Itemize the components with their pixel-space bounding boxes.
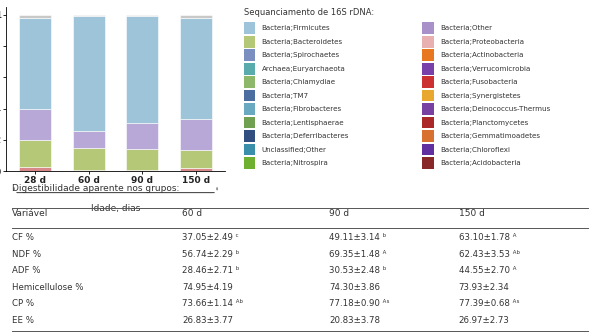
Text: Bacteria;Spirochaetes: Bacteria;Spirochaetes xyxy=(262,52,340,58)
Text: Bacteria;Bacteroidetes: Bacteria;Bacteroidetes xyxy=(262,39,343,45)
Bar xyxy=(244,130,255,142)
Text: 56.74±2.29 ᵇ: 56.74±2.29 ᵇ xyxy=(182,250,239,258)
Text: 63.10±1.78 ᴬ: 63.10±1.78 ᴬ xyxy=(459,233,516,242)
Bar xyxy=(19,109,52,140)
Text: 74.95±4.19: 74.95±4.19 xyxy=(182,283,233,292)
Text: EE %: EE % xyxy=(12,316,34,325)
Bar xyxy=(422,62,434,75)
Text: Bacteria;Fusobacteria: Bacteria;Fusobacteria xyxy=(440,79,518,85)
Text: Bacteria;Gemmatimoadetes: Bacteria;Gemmatimoadetes xyxy=(440,133,541,139)
Bar xyxy=(244,22,255,34)
Text: 20.83±3.78: 20.83±3.78 xyxy=(329,316,380,325)
Text: Bacteria;Acidobacteria: Bacteria;Acidobacteria xyxy=(440,160,521,166)
Bar xyxy=(73,14,105,16)
Text: 74.30±3.86: 74.30±3.86 xyxy=(329,283,380,292)
Text: Archaea;Euryarchaeota: Archaea;Euryarchaeota xyxy=(262,66,346,72)
Bar xyxy=(126,14,158,16)
Bar xyxy=(126,123,158,149)
Bar xyxy=(244,36,255,47)
Bar xyxy=(422,157,434,169)
Text: CP %: CP % xyxy=(12,299,34,308)
Text: 90 d: 90 d xyxy=(329,209,350,218)
Bar xyxy=(73,170,105,171)
Text: 77.39±0.68 ᴬˢ: 77.39±0.68 ᴬˢ xyxy=(459,299,520,308)
Text: Bacteria;Actinobacteria: Bacteria;Actinobacteria xyxy=(440,52,524,58)
Bar xyxy=(126,170,158,171)
Bar xyxy=(244,143,255,156)
Text: Bacteria;Other: Bacteria;Other xyxy=(440,25,493,31)
Bar xyxy=(19,18,52,109)
Text: Variável: Variável xyxy=(12,209,48,218)
Text: Bacteria;TM7: Bacteria;TM7 xyxy=(262,92,309,98)
Text: 62.43±3.53 ᴬᵇ: 62.43±3.53 ᴬᵇ xyxy=(459,250,520,258)
Bar xyxy=(422,117,434,128)
Text: CF %: CF % xyxy=(12,233,34,242)
Bar xyxy=(244,117,255,128)
Bar xyxy=(73,16,105,131)
Bar xyxy=(422,22,434,34)
Text: Bacteria;Fibrobacteres: Bacteria;Fibrobacteres xyxy=(262,106,342,112)
Text: 44.55±2.70 ᴬ: 44.55±2.70 ᴬ xyxy=(459,266,516,275)
Bar xyxy=(179,18,212,119)
Bar xyxy=(422,143,434,156)
Text: 30.53±2.48 ᵇ: 30.53±2.48 ᵇ xyxy=(329,266,387,275)
Text: 77.18±0.90 ᴬˢ: 77.18±0.90 ᴬˢ xyxy=(329,299,390,308)
Bar xyxy=(244,49,255,61)
Text: 26.83±3.77: 26.83±3.77 xyxy=(182,316,233,325)
Bar xyxy=(19,167,52,171)
Text: Idade, dias: Idade, dias xyxy=(91,204,140,213)
Bar xyxy=(19,140,52,167)
Text: 26.97±2.73: 26.97±2.73 xyxy=(459,316,509,325)
Text: Bacteria;Planctomycetes: Bacteria;Planctomycetes xyxy=(440,120,529,126)
Bar xyxy=(244,103,255,115)
Bar xyxy=(422,103,434,115)
Text: 49.11±3.14 ᵇ: 49.11±3.14 ᵇ xyxy=(329,233,386,242)
Text: Bacteria;Deinococcus-Thermus: Bacteria;Deinococcus-Thermus xyxy=(440,106,551,112)
Bar xyxy=(73,148,105,170)
Text: Bacteria;Synergistetes: Bacteria;Synergistetes xyxy=(440,92,521,98)
Text: 73.66±1.14 ᴬᵇ: 73.66±1.14 ᴬᵇ xyxy=(182,299,244,308)
Text: NDF %: NDF % xyxy=(12,250,41,258)
Bar xyxy=(244,90,255,101)
Text: Bacteria;Nitrospira: Bacteria;Nitrospira xyxy=(262,160,328,166)
Text: Bacteria;Deferribacteres: Bacteria;Deferribacteres xyxy=(262,133,349,139)
Text: Bacteria;Lentisphaerae: Bacteria;Lentisphaerae xyxy=(262,120,344,126)
Text: ADF %: ADF % xyxy=(12,266,40,275)
Text: Bacteria;Proteobacteria: Bacteria;Proteobacteria xyxy=(440,39,524,45)
Bar xyxy=(422,90,434,101)
Bar xyxy=(422,76,434,88)
Text: Digestibilidade aparente nos grupos:: Digestibilidade aparente nos grupos: xyxy=(12,184,179,193)
Text: 60 d: 60 d xyxy=(182,209,203,218)
Bar xyxy=(422,36,434,47)
Bar xyxy=(126,149,158,170)
Bar xyxy=(179,150,212,168)
Bar xyxy=(126,16,158,123)
Bar xyxy=(179,14,212,18)
Text: 150 d: 150 d xyxy=(459,209,485,218)
Bar xyxy=(422,130,434,142)
Bar xyxy=(244,76,255,88)
Text: 69.35±1.48 ᴬ: 69.35±1.48 ᴬ xyxy=(329,250,387,258)
Bar xyxy=(244,157,255,169)
Text: Unclassified;Other: Unclassified;Other xyxy=(262,146,326,153)
Text: Bacteria;Chloroflexi: Bacteria;Chloroflexi xyxy=(440,146,511,153)
Bar xyxy=(244,62,255,75)
Bar xyxy=(179,168,212,171)
Text: Hemicellulose %: Hemicellulose % xyxy=(12,283,83,292)
Text: 73.93±2.34: 73.93±2.34 xyxy=(459,283,509,292)
Text: Bacteria;Verrucomicrobia: Bacteria;Verrucomicrobia xyxy=(440,66,530,72)
Text: 28.46±2.71 ᵇ: 28.46±2.71 ᵇ xyxy=(182,266,240,275)
Bar xyxy=(179,119,212,150)
Bar xyxy=(422,49,434,61)
Bar xyxy=(73,131,105,148)
Bar xyxy=(19,14,52,18)
Text: 37.05±2.49 ᶜ: 37.05±2.49 ᶜ xyxy=(182,233,239,242)
Text: Bacteria;Chlamydiae: Bacteria;Chlamydiae xyxy=(262,79,336,85)
Text: Bacteria;Firmicutes: Bacteria;Firmicutes xyxy=(262,25,330,31)
Text: Sequanciamento de 16S rDNA:: Sequanciamento de 16S rDNA: xyxy=(244,8,374,17)
